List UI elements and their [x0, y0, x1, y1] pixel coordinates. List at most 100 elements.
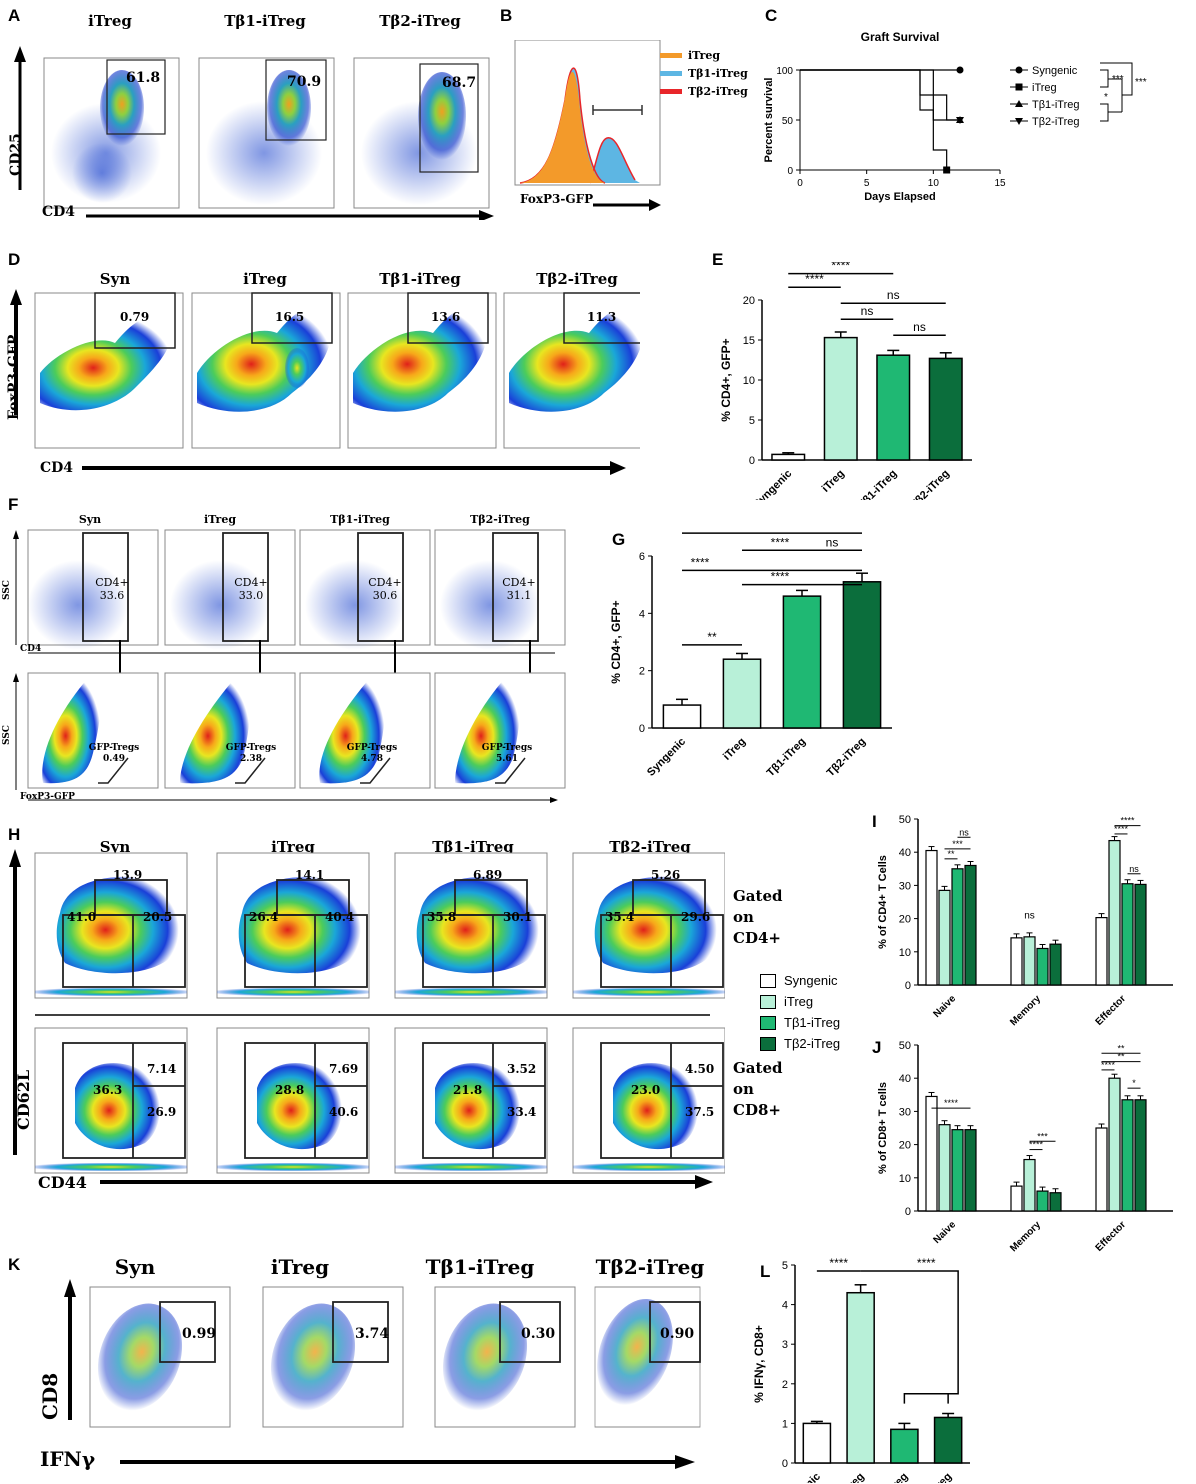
panel-h-cd8-value: 28.8 [275, 1083, 305, 1097]
bar-Memory-Syngenic [1010, 1185, 1023, 1212]
legend-swatch [760, 994, 776, 1009]
panel-h-cd4-value: 40.4 [325, 910, 355, 924]
panel-h-plots [9, 849, 725, 1189]
legend-label: Tβ2-iTreg [784, 1036, 841, 1051]
panel-label-j: J [872, 1038, 882, 1057]
y-tick-label: 2 [639, 666, 645, 678]
y-tick-label: 5 [749, 415, 755, 427]
y-tick-label: 50 [782, 116, 794, 127]
panel-d-x-label: CD4 [40, 460, 74, 476]
density-axis [35, 1163, 187, 1171]
panel-k-x-label: IFNγ [40, 1447, 96, 1471]
marker-invtriangle [1015, 118, 1023, 125]
gate-label: CD4+ [95, 576, 129, 589]
y-tick-label: 0 [749, 455, 755, 467]
bar-Tβ2-iTreg [842, 581, 882, 729]
bar-Naive-Tβ1-iTreg [951, 1129, 964, 1212]
sig-label: * [1104, 92, 1108, 103]
gate-value: 31.1 [506, 589, 532, 602]
bar-Effector-Tβ1-iTreg [1121, 883, 1134, 986]
y-tick-label: 0 [905, 980, 911, 992]
x-tick-label: Tβ1-iTreg [765, 736, 808, 779]
x-axis-label: Days Elapsed [864, 191, 936, 203]
density-axis [573, 1163, 725, 1171]
gated-text: CD8+ [733, 1101, 781, 1119]
panel-d-value-2: 16.5 [275, 310, 305, 324]
panel-d-value-4: 11.3 [587, 310, 617, 324]
legend-swatch [660, 88, 682, 94]
panel-h-cd4-value: 6.89 [473, 868, 503, 882]
panel-h-cd8-value: 37.5 [685, 1105, 715, 1119]
y-tick-label: 10 [899, 1173, 911, 1185]
panel-k-value-3: 0.30 [521, 1326, 556, 1342]
y-axis-label: % CD4+, GFP+ [719, 338, 733, 421]
bar-Effector-Tβ2-iTreg [1134, 883, 1147, 986]
x-tick-label: Tβ2-iTreg [825, 736, 868, 779]
gated-text: on [733, 908, 754, 926]
legend-swatch [760, 973, 776, 988]
legend-label: iTreg [1032, 82, 1057, 94]
bar-Naive-iTreg [938, 889, 951, 986]
x-tick-label: Tβ1-iTreg [867, 1471, 910, 1483]
panel-a-value-2: 70.9 [287, 74, 322, 90]
x-tick-label: Naive [931, 993, 958, 1020]
gate-value: 5.61 [496, 754, 518, 764]
panel-b-histogram [514, 40, 661, 186]
x-tick-label: Tβ1-iTreg [856, 468, 899, 500]
y-tick-label: 20 [899, 1140, 911, 1152]
sig-label: ns [861, 304, 874, 318]
panel-label-h: H [8, 825, 21, 844]
sig-label: **** [831, 262, 850, 273]
sig-label: **** [691, 525, 710, 532]
x-tick-label: iTreg [721, 736, 748, 763]
panel-f-x-label-bottom: FoxP3-GFP [20, 792, 75, 802]
legend-label: Tβ1-iTreg [1032, 99, 1079, 111]
sig-label: ** [707, 630, 717, 644]
panel-label-i: I [872, 812, 877, 831]
panel-f-y-label-bottom: SSC [2, 725, 12, 745]
density [257, 1063, 342, 1150]
marker-triangle [1015, 100, 1023, 107]
marker-square [943, 166, 951, 174]
gate-label: CD4+ [234, 576, 268, 589]
density [238, 876, 361, 974]
bar-Syngenic [802, 1422, 832, 1464]
density-axis [573, 988, 725, 996]
panel-a-title-1: iTreg [88, 12, 132, 30]
bar-Memory-Tβ2-iTreg [1049, 1192, 1062, 1212]
x-tick-label: iTreg [820, 468, 847, 495]
sig-label: ns [1024, 911, 1035, 922]
legend-label: Tβ1-iTreg [688, 66, 748, 80]
sig-label: ** [1117, 1043, 1125, 1053]
chart-i: 0 10 20 30 40 50 % of CD4+ T Cells Naive Memory E… [877, 814, 1173, 1028]
panel-h-cd4-value: 26.4 [249, 910, 279, 924]
x-tick-label: Tβ2-iTreg [908, 468, 951, 500]
bar-Tβ2-iTreg [933, 1416, 963, 1464]
density-axis [217, 1163, 369, 1171]
panel-a-title-2: Tβ1-iTreg [224, 12, 306, 30]
panel-h-cd8-value: 33.4 [507, 1105, 537, 1119]
panel-d-title-4: Tβ2-iTreg [536, 270, 618, 288]
sig-bracket [860, 1270, 959, 1404]
sig-label: **** [805, 272, 824, 286]
bar-Naive-iTreg [938, 1124, 951, 1212]
panel-h-cd4-value: 14.1 [295, 868, 325, 882]
gate-label: CD4+ [502, 576, 536, 589]
panel-k-value-4: 0.90 [660, 1326, 695, 1342]
density-axis [395, 1163, 547, 1171]
chart-title: Graft Survival [861, 30, 940, 44]
y-tick-label: 0 [787, 166, 793, 177]
x-tick-label: Naive [931, 1219, 958, 1246]
bar-iTreg [823, 336, 858, 461]
density-axis [217, 988, 369, 996]
density-axis [35, 988, 187, 996]
gate-value: 33.6 [99, 589, 125, 602]
x-tick-label: 5 [864, 178, 870, 189]
bar-Naive-Tβ2-iTreg [964, 864, 977, 986]
panel-label-a: A [8, 6, 21, 25]
panel-label-k: K [8, 1255, 21, 1274]
bar-Memory-Tβ1-iTreg [1036, 947, 1049, 986]
panel-h-x-label: CD44 [38, 1173, 87, 1192]
y-tick-label: 0 [782, 1458, 788, 1470]
marker-square [1015, 83, 1023, 91]
